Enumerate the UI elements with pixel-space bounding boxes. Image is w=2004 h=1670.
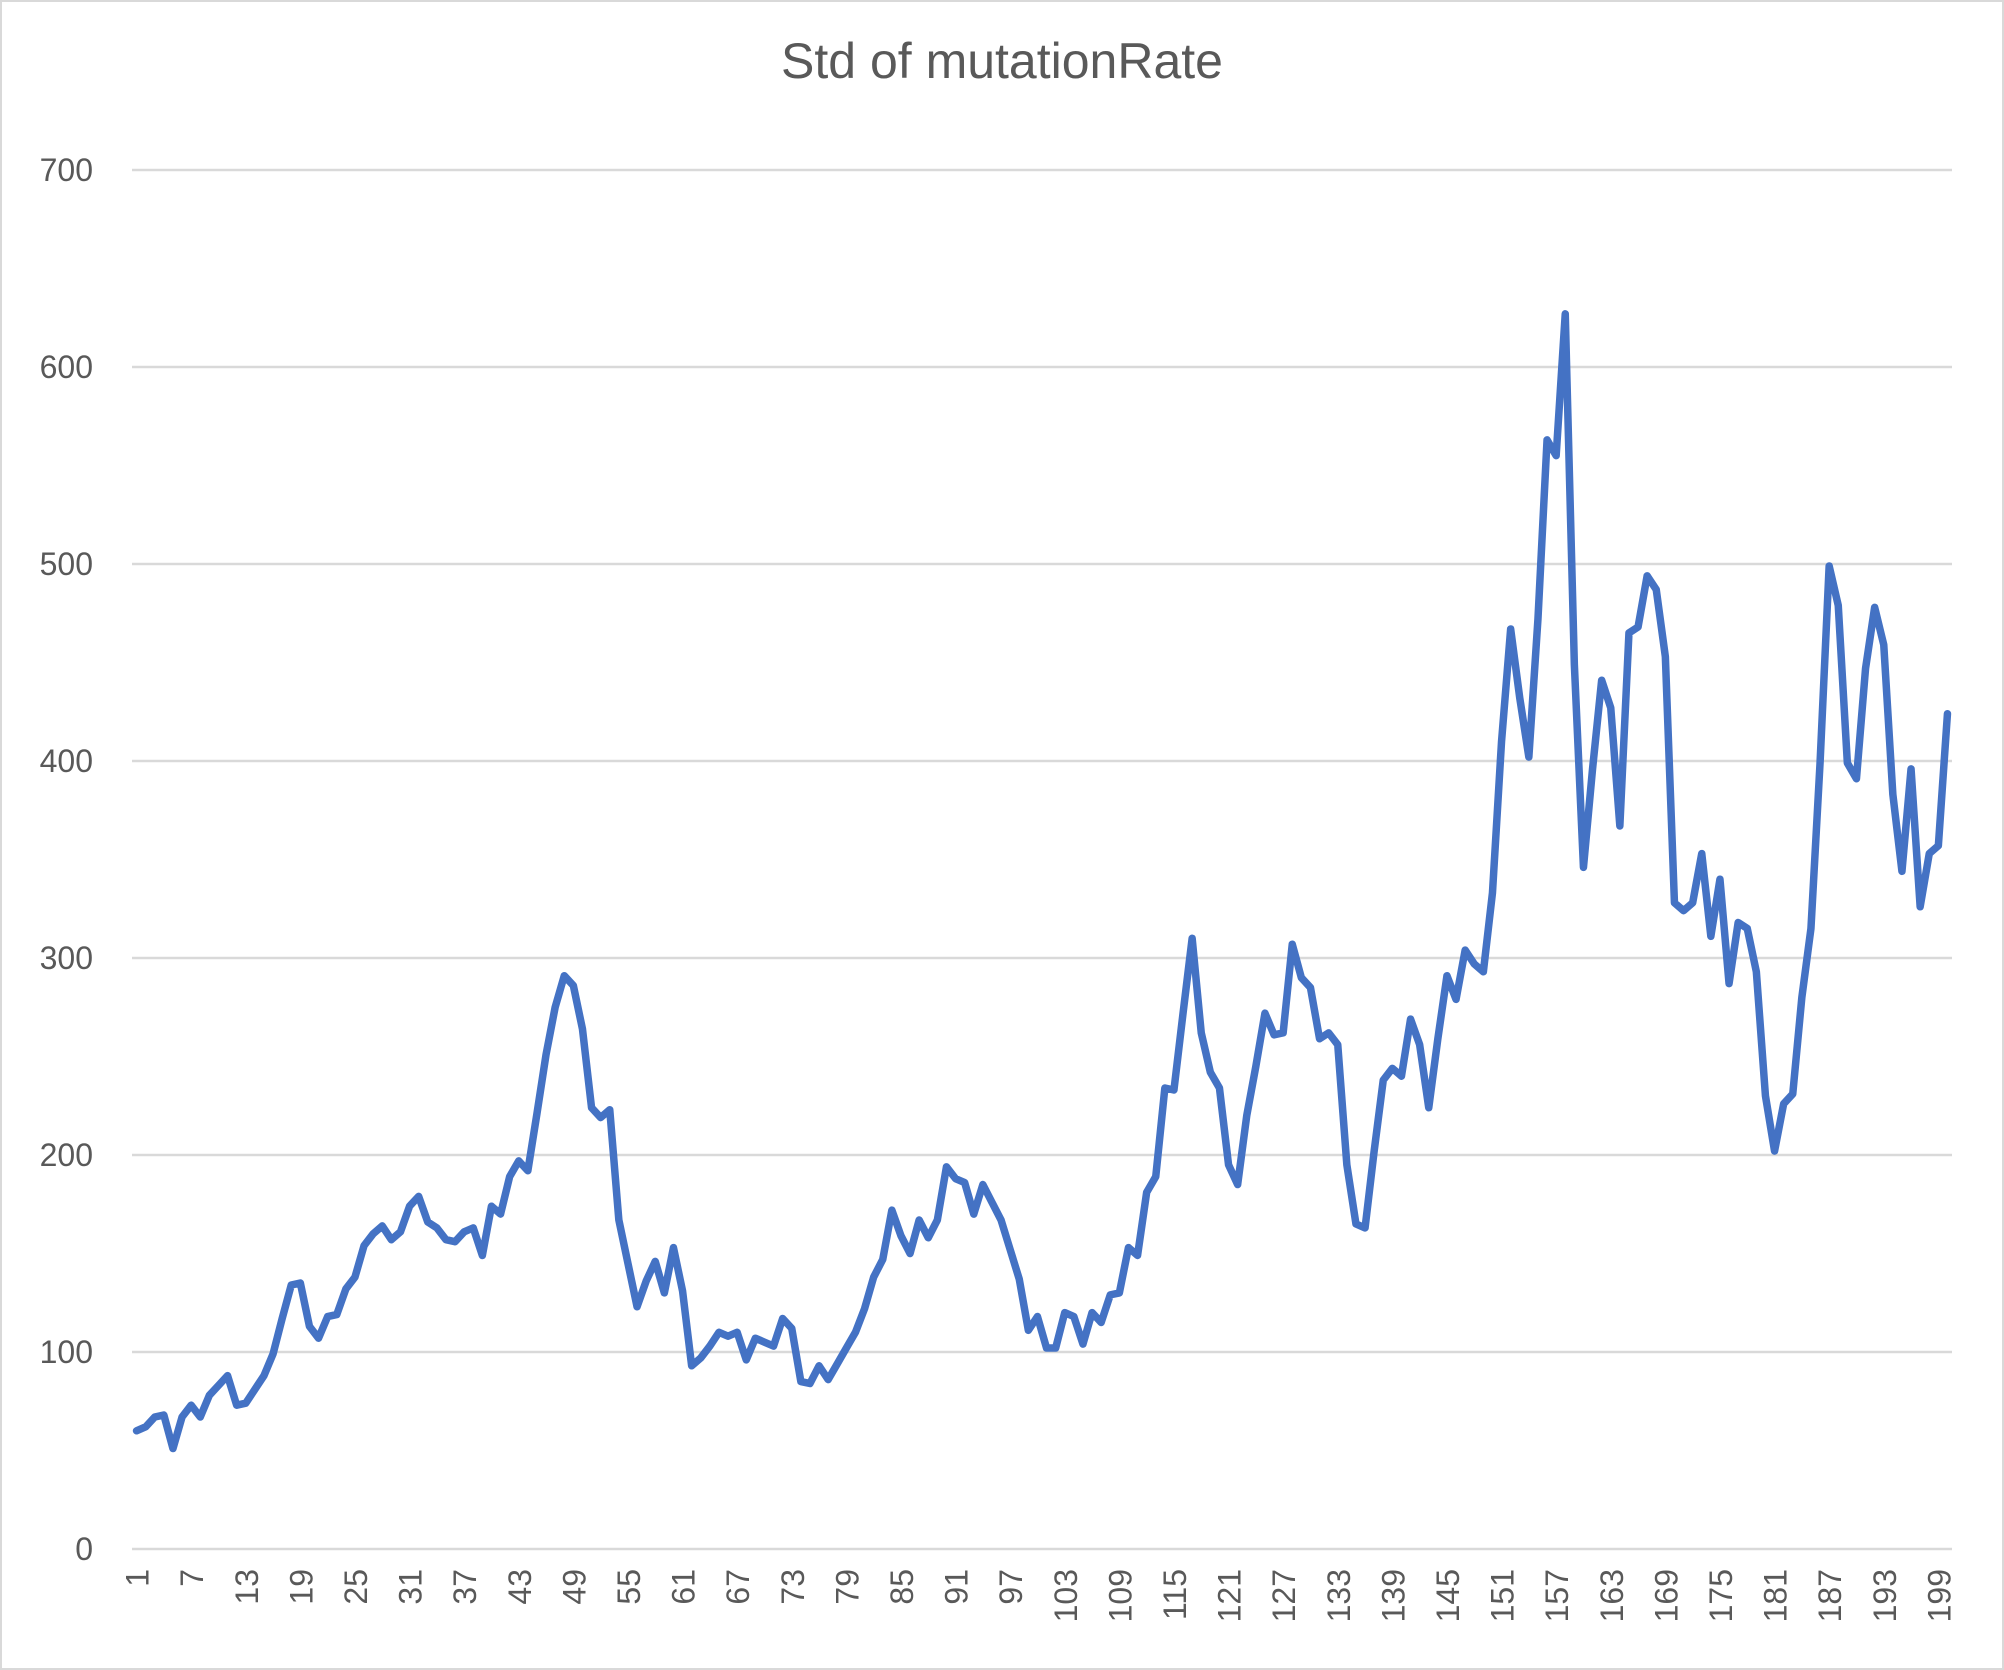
x-tick-label: 169 [1648,1569,1684,1622]
y-tick-label: 700 [40,152,93,188]
x-tick-label: 145 [1430,1569,1466,1622]
x-tick-label: 73 [775,1569,811,1605]
y-tick-label: 600 [40,349,93,385]
x-tick-label: 187 [1812,1569,1848,1622]
x-tick-label: 37 [447,1569,483,1605]
chart-title: Std of mutationRate [781,33,1223,89]
x-tick-label: 13 [229,1569,265,1605]
x-tick-label: 151 [1485,1569,1521,1622]
y-axis-tick-labels: 0 100 200 300 400 500 600 700 [40,152,93,1567]
x-tick-label: 133 [1321,1569,1357,1622]
series-line [132,310,1952,1453]
y-tick-label: 100 [40,1334,93,1370]
x-tick-label: 91 [939,1569,975,1605]
x-tick-label: 85 [884,1569,920,1605]
gridlines [132,168,1952,1551]
x-tick-label: 127 [1266,1569,1302,1622]
x-tick-label: 163 [1594,1569,1630,1622]
x-tick-label: 61 [666,1569,702,1605]
x-tick-label: 97 [993,1569,1029,1605]
series-layer [132,310,1952,1453]
x-tick-label: 115 [1157,1569,1193,1620]
x-tick-label: 199 [1921,1569,1957,1622]
x-axis-tick-labels: 1 7 13 19 25 31 37 43 49 55 61 67 73 79 85 91 97 103 109 11… [120,1569,1958,1622]
x-tick-label: 19 [283,1569,319,1605]
x-tick-label: 79 [829,1569,865,1605]
x-tick-label: 25 [338,1569,374,1605]
x-tick-label: 7 [174,1569,210,1587]
x-tick-label: 193 [1867,1569,1903,1622]
x-tick-label: 139 [1375,1569,1411,1622]
x-tick-label: 31 [393,1569,429,1605]
y-tick-label: 500 [40,546,93,582]
x-tick-label: 43 [502,1569,538,1605]
x-tick-label: 121 [1212,1569,1248,1622]
x-tick-label: 181 [1758,1569,1794,1622]
y-tick-label: 300 [40,940,93,976]
x-tick-label: 67 [720,1569,756,1605]
y-tick-label: 200 [40,1137,93,1173]
y-tick-label: 400 [40,743,93,779]
x-tick-label: 175 [1703,1569,1739,1622]
x-tick-label: 157 [1539,1569,1575,1622]
x-tick-label: 109 [1102,1569,1138,1622]
x-tick-label: 49 [556,1569,592,1605]
x-tick-label: 103 [1048,1569,1084,1622]
x-tick-label: 55 [611,1569,647,1605]
y-tick-label: 0 [75,1531,93,1567]
x-tick-label: 1 [120,1569,156,1587]
